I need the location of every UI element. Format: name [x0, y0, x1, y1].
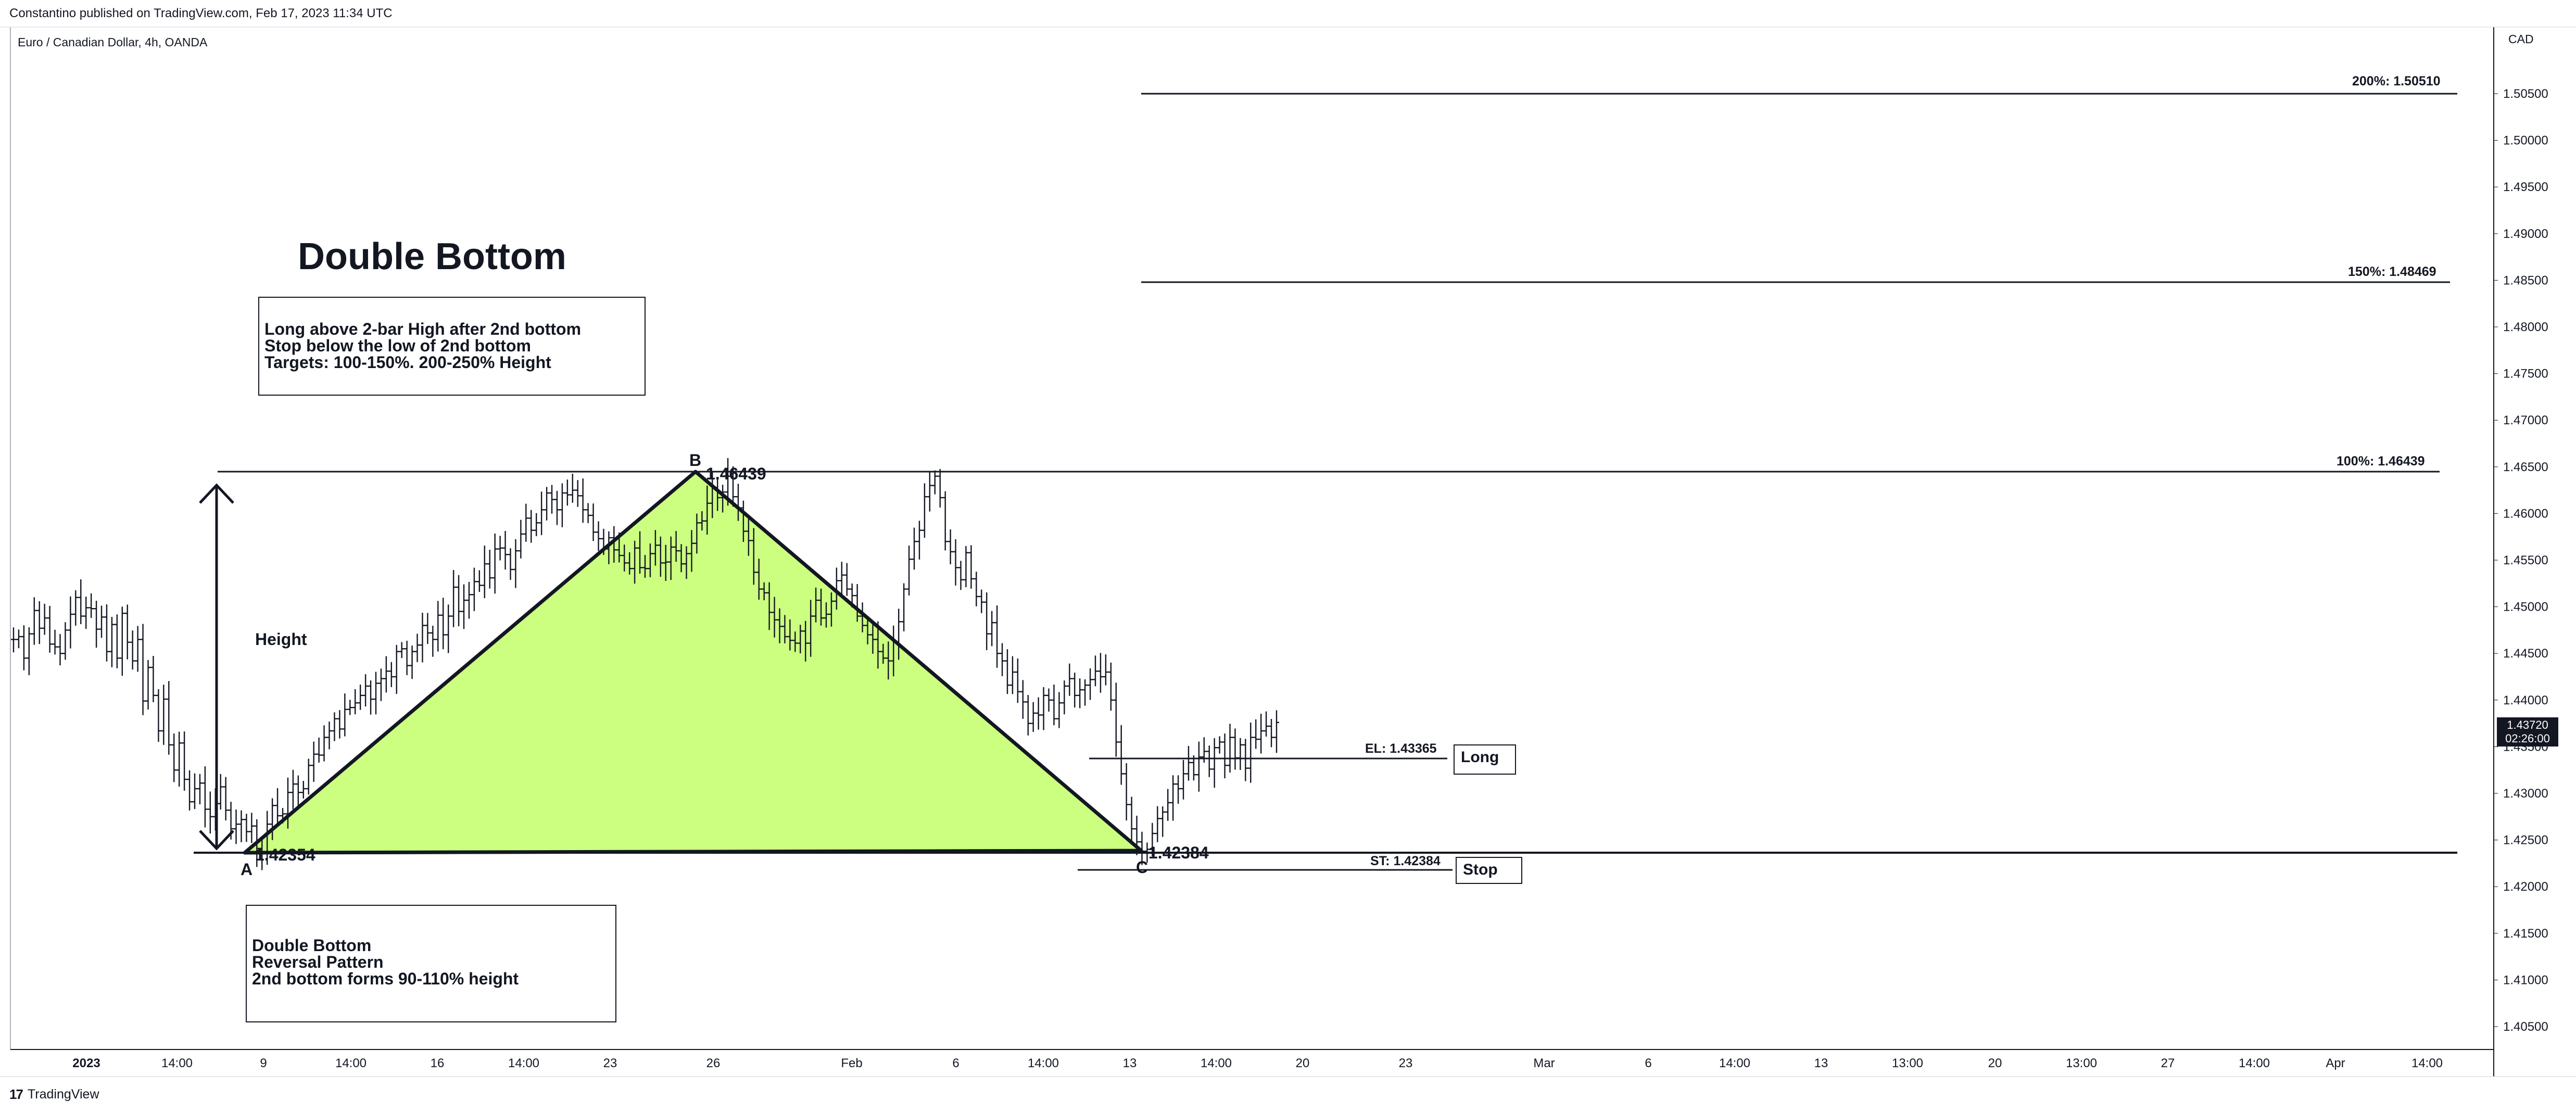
time-tick-label: 27 [2161, 1056, 2175, 1070]
height-arrow[interactable] [199, 483, 234, 851]
time-tick-label: 9 [260, 1056, 267, 1070]
tradingview-logo[interactable]: 17 TradingView [9, 1086, 99, 1103]
currency-label: CAD [2508, 32, 2534, 46]
entry-level-label: EL: 1.43365 [1365, 741, 1437, 756]
time-tick-label: Feb [841, 1056, 862, 1070]
price-tick-label: 1.43000 [2503, 787, 2548, 801]
last-price-tag: 1.43720 02:26:00 [2497, 717, 2558, 747]
rules-line: Targets: 100-150%. 200-250% Height [264, 353, 551, 372]
last-price: 1.43720 [2507, 718, 2548, 731]
tradingview-wordmark: TradingView [27, 1087, 99, 1102]
time-tick-label: 14:00 [1028, 1056, 1059, 1070]
time-tick-label: 13 [1123, 1056, 1137, 1070]
target-200-label: 200%: 1.50510 [2352, 74, 2441, 88]
publish-credit: Constantino published on TradingView.com… [9, 6, 393, 20]
time-tick-label: 14:00 [2411, 1056, 2443, 1070]
price-tick-label: 1.41000 [2503, 973, 2548, 987]
price-tick-label: 1.42000 [2503, 880, 2548, 894]
price-tick-label: 1.47500 [2503, 367, 2548, 381]
tradingview-mark-icon: 17 [9, 1086, 23, 1102]
price-tick-label: 1.46000 [2503, 507, 2548, 521]
time-tick-label: 6 [1645, 1056, 1651, 1070]
time-axis[interactable]: 2023 14:00 9 14:00 16 14:00 23 26 Feb 6 14:00 13 14:… [72, 1056, 2443, 1070]
price-a-label: 1.42354 [255, 845, 315, 864]
time-tick-label: 14:00 [161, 1056, 193, 1070]
time-tick-label: 20 [1988, 1056, 2002, 1070]
target-100-label: 100%: 1.46439 [2337, 454, 2425, 469]
ohlc-bars [11, 458, 1279, 870]
pattern-note-line: Reversal Pattern [252, 953, 384, 971]
time-tick-label: 26 [706, 1056, 721, 1070]
price-tick-label: 1.42500 [2503, 833, 2548, 848]
time-tick-label: 13 [1814, 1056, 1828, 1070]
stop-level-label: ST: 1.42384 [1370, 854, 1441, 868]
rules-note[interactable]: Long above 2-bar High after 2nd bottom S… [258, 297, 646, 396]
price-tick-label: 1.47000 [2503, 413, 2548, 427]
time-tick-label: 20 [1296, 1056, 1310, 1070]
pattern-note[interactable]: Double Bottom Reversal Pattern 2nd botto… [246, 905, 616, 1022]
pattern-triangle[interactable] [243, 470, 1143, 855]
time-tick-label: 14:00 [2239, 1056, 2270, 1070]
time-tick-label: 13:00 [1892, 1056, 1923, 1070]
price-tick-label: 1.48000 [2503, 320, 2548, 334]
time-tick-label: 14:00 [335, 1056, 367, 1070]
price-tick-label: 1.48500 [2503, 273, 2548, 287]
price-tick-label: 1.45500 [2503, 553, 2548, 567]
pattern-title[interactable]: Double Bottom [298, 236, 566, 277]
price-axis[interactable]: 1.50500 1.50000 1.49500 1.49000 1.48500 1.480… [2494, 87, 2548, 1034]
time-tick-label: 13:00 [2066, 1056, 2097, 1070]
point-a-label: A [241, 860, 253, 879]
height-label: Height [255, 630, 307, 649]
price-tick-label: 1.46500 [2503, 460, 2548, 474]
price-tick-label: 1.45000 [2503, 600, 2548, 614]
symbol-legend[interactable]: Euro / Canadian Dollar, 4h, OANDA [18, 35, 208, 49]
time-tick-label: 16 [431, 1056, 445, 1070]
time-tick-label: 23 [603, 1056, 617, 1070]
point-b-label: B [689, 451, 702, 470]
price-b-label: 1.46439 [706, 464, 766, 483]
price-tick-label: 1.50000 [2503, 134, 2548, 148]
time-tick-label: Mar [1533, 1056, 1555, 1070]
point-c-label: C [1136, 858, 1148, 877]
price-tick-label: 1.49500 [2503, 180, 2548, 194]
time-tick-label: 2023 [72, 1056, 100, 1070]
time-tick-label: 14:00 [1201, 1056, 1232, 1070]
time-tick-label: 14:00 [1719, 1056, 1750, 1070]
time-tick-label: Apr [2326, 1056, 2345, 1070]
price-tick-label: 1.44500 [2503, 647, 2548, 661]
time-tick-label: 14:00 [508, 1056, 539, 1070]
price-tick-label: 1.44000 [2503, 693, 2548, 707]
price-tick-label: 1.49000 [2503, 227, 2548, 241]
stop-tag[interactable]: Stop [1456, 857, 1522, 884]
time-tick-label: 6 [952, 1056, 959, 1070]
rules-line: Stop below the low of 2nd bottom [264, 336, 531, 355]
bar-countdown: 02:26:00 [2505, 732, 2550, 745]
pattern-note-line: Double Bottom [252, 936, 372, 955]
price-c-label: 1.42384 [1148, 843, 1209, 862]
price-tick-label: 1.50500 [2503, 87, 2548, 101]
time-tick-label: 23 [1399, 1056, 1413, 1070]
target-150-label: 150%: 1.48469 [2348, 264, 2436, 279]
long-tag[interactable]: Long [1454, 744, 1516, 775]
rules-line: Long above 2-bar High after 2nd bottom [264, 320, 582, 338]
price-tick-label: 1.41500 [2503, 927, 2548, 941]
price-tick-label: 1.40500 [2503, 1020, 2548, 1034]
pattern-note-line: 2nd bottom forms 90-110% height [252, 969, 519, 988]
